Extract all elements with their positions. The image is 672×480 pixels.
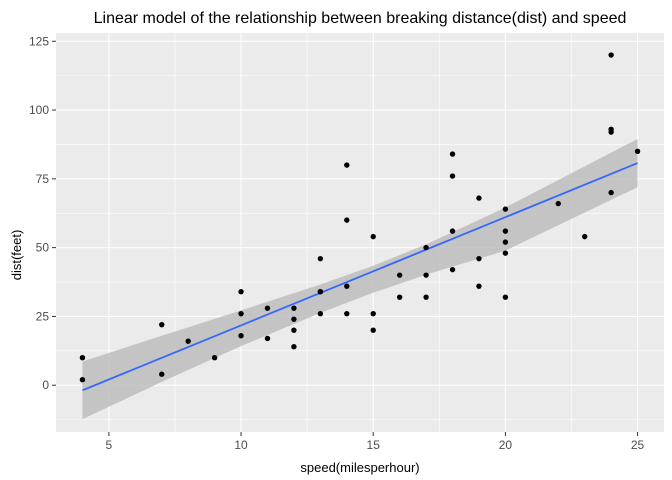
data-point bbox=[502, 250, 509, 256]
chart-title: Linear model of the relationship between… bbox=[94, 10, 627, 27]
data-points bbox=[79, 52, 641, 383]
y-tick-label: 125 bbox=[29, 34, 49, 48]
data-point bbox=[449, 151, 456, 157]
data-point bbox=[264, 305, 271, 311]
confidence-band bbox=[82, 138, 638, 420]
y-tick-label: 0 bbox=[42, 378, 49, 392]
data-point bbox=[344, 217, 350, 223]
data-point bbox=[291, 316, 297, 322]
y-axis-ticks: 0 25 50 75 100 125 bbox=[29, 34, 56, 392]
data-point bbox=[476, 283, 482, 289]
data-point bbox=[502, 239, 509, 245]
data-point bbox=[211, 355, 218, 361]
data-point bbox=[291, 305, 297, 311]
data-point bbox=[396, 272, 403, 278]
data-point bbox=[449, 266, 456, 273]
data-point bbox=[238, 310, 244, 317]
data-point bbox=[555, 200, 561, 207]
x-tick-label: 5 bbox=[106, 438, 113, 452]
x-tick-label: 15 bbox=[367, 438, 381, 452]
data-point bbox=[238, 332, 244, 339]
data-point bbox=[423, 244, 429, 251]
y-tick-label: 25 bbox=[36, 309, 50, 323]
data-point bbox=[502, 206, 509, 212]
data-point bbox=[238, 288, 244, 295]
data-point bbox=[79, 355, 86, 361]
data-point bbox=[423, 294, 429, 300]
data-point bbox=[317, 255, 324, 262]
y-tick-label: 100 bbox=[29, 103, 49, 117]
x-axis-ticks: 5 10 15 20 25 bbox=[106, 432, 645, 452]
data-point bbox=[370, 310, 376, 317]
data-point bbox=[79, 377, 86, 383]
data-point bbox=[159, 371, 165, 377]
data-point bbox=[159, 321, 165, 328]
x-tick-label: 25 bbox=[631, 438, 645, 452]
data-point bbox=[185, 338, 191, 344]
data-point bbox=[291, 327, 297, 333]
y-tick-label: 50 bbox=[36, 241, 50, 255]
data-point bbox=[608, 126, 614, 133]
y-axis-label: dist(feet) bbox=[9, 230, 24, 281]
data-point bbox=[502, 294, 509, 300]
data-point bbox=[476, 195, 482, 201]
data-point bbox=[264, 335, 271, 342]
data-point bbox=[396, 294, 403, 300]
x-axis-label: speed(milesperhour) bbox=[300, 460, 419, 475]
data-point bbox=[476, 255, 482, 262]
regression-line bbox=[82, 162, 638, 392]
data-point bbox=[344, 162, 350, 168]
x-tick-label: 10 bbox=[234, 438, 248, 452]
x-tick-label: 20 bbox=[499, 438, 513, 452]
data-point bbox=[317, 310, 324, 317]
data-point bbox=[344, 283, 350, 289]
data-point bbox=[317, 288, 324, 295]
data-point bbox=[370, 233, 376, 240]
data-point bbox=[634, 148, 641, 155]
data-point bbox=[608, 189, 614, 196]
data-point bbox=[449, 173, 456, 179]
data-point bbox=[423, 272, 429, 278]
data-point bbox=[581, 233, 588, 240]
data-point bbox=[502, 228, 509, 234]
data-point bbox=[344, 310, 350, 317]
data-point bbox=[291, 343, 297, 350]
y-tick-label: 75 bbox=[36, 172, 50, 186]
data-point bbox=[449, 228, 456, 234]
data-point bbox=[608, 52, 614, 58]
data-point bbox=[370, 327, 376, 333]
